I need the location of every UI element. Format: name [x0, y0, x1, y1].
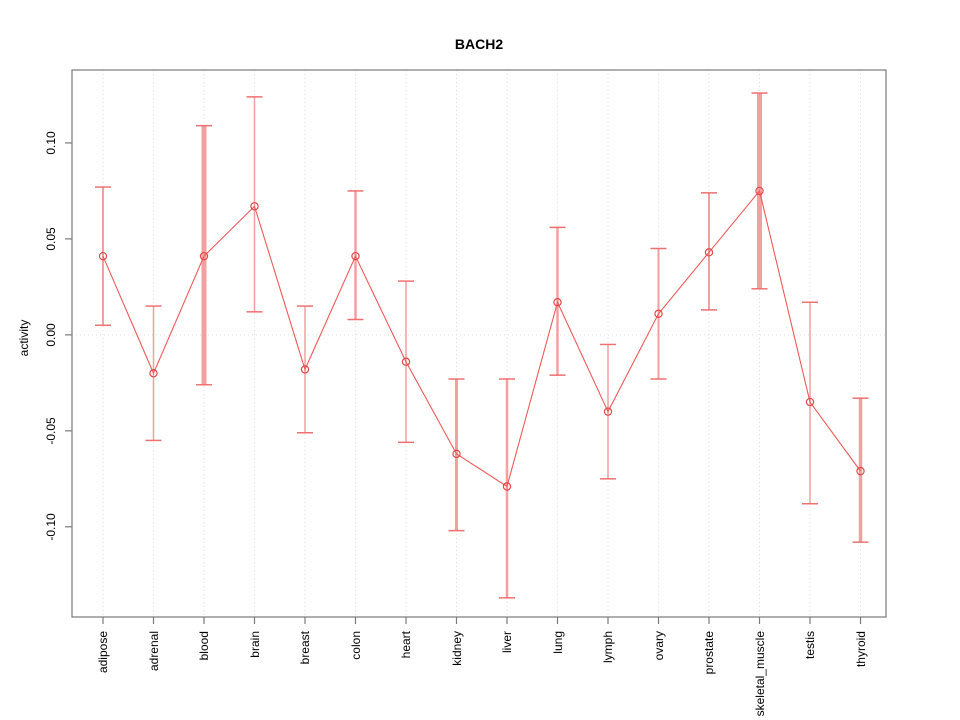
chart-title: BACH2	[454, 36, 504, 52]
data-point	[654, 309, 663, 318]
data-point	[401, 357, 411, 366]
x-tick-label: heart	[399, 631, 413, 659]
x-tick-label: lung	[550, 631, 565, 654]
data-point	[553, 298, 562, 307]
x-tick-label: brain	[247, 631, 262, 658]
data-point	[149, 369, 158, 378]
data-point	[452, 449, 461, 459]
data-point	[250, 202, 259, 211]
data-point	[805, 397, 815, 407]
x-tick-label: skeletal_muscle	[752, 631, 767, 717]
x-tick-label: breast	[298, 631, 312, 665]
y-tick-label: 0.10	[44, 131, 58, 155]
trend-line	[102, 189, 861, 488]
x-tick-label: thyroid	[853, 631, 868, 668]
x-tick-label: blood	[197, 631, 211, 661]
x-tick-label: testis	[803, 631, 817, 660]
data-point	[856, 466, 865, 476]
data-point	[502, 482, 512, 491]
data-point	[199, 251, 209, 261]
y-tick-label: 0.00	[44, 323, 58, 347]
y-tick-label: -0.05	[44, 417, 58, 445]
x-tick-label: lymph	[601, 631, 615, 664]
x-tick-label: adrenal	[146, 631, 161, 672]
x-tick-label: colon	[348, 631, 363, 660]
y-tick-label: 0.05	[44, 227, 58, 251]
x-tick-label: prostate	[702, 631, 716, 675]
x-tick-label: liver	[500, 631, 514, 654]
data-point	[98, 251, 108, 261]
x-tick-label: adipose	[96, 631, 110, 674]
data-point	[704, 248, 714, 257]
plot-border	[71, 69, 887, 618]
x-tick-label: ovary	[651, 631, 666, 661]
x-tick-label: kidney	[449, 631, 464, 666]
data-point	[603, 407, 613, 416]
data-point	[300, 365, 310, 374]
data-point	[755, 186, 764, 196]
data-point	[351, 251, 360, 261]
y-tick-label: -0.10	[44, 513, 58, 541]
